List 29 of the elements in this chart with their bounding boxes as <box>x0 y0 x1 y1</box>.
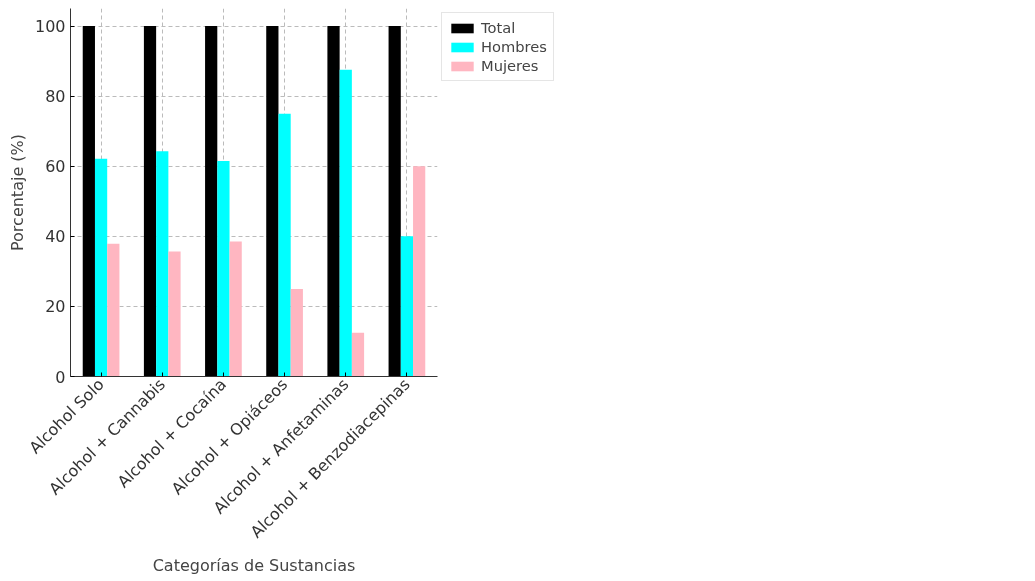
bar <box>400 236 414 377</box>
bar <box>168 251 181 377</box>
bar <box>82 26 95 377</box>
bar <box>290 288 303 377</box>
x-axis-title: Categorías de Sustancias <box>152 556 356 576</box>
bar <box>278 113 291 377</box>
y-tick-label: 0 <box>55 367 66 387</box>
legend-label: Hombres <box>481 38 547 55</box>
y-tick-label: 40 <box>45 227 66 247</box>
bar <box>266 26 279 377</box>
bar <box>143 26 157 377</box>
bar <box>107 243 120 377</box>
bar <box>327 26 340 377</box>
legend-label: Mujeres <box>481 57 539 74</box>
bar <box>205 26 218 377</box>
y-tick-label: 20 <box>45 297 66 317</box>
bar <box>413 166 426 377</box>
bar <box>388 26 401 377</box>
bar <box>339 69 352 377</box>
y-axis-title: Porcentaje (%) <box>7 133 27 252</box>
bar <box>217 160 230 377</box>
legend-label: Total <box>481 19 516 36</box>
y-tick-label: 80 <box>45 87 66 107</box>
y-tick-label: 60 <box>45 157 66 177</box>
bar <box>156 151 169 377</box>
y-tick-label: 100 <box>34 17 66 37</box>
bar <box>229 241 242 377</box>
bar <box>351 332 365 377</box>
bar <box>94 158 108 377</box>
